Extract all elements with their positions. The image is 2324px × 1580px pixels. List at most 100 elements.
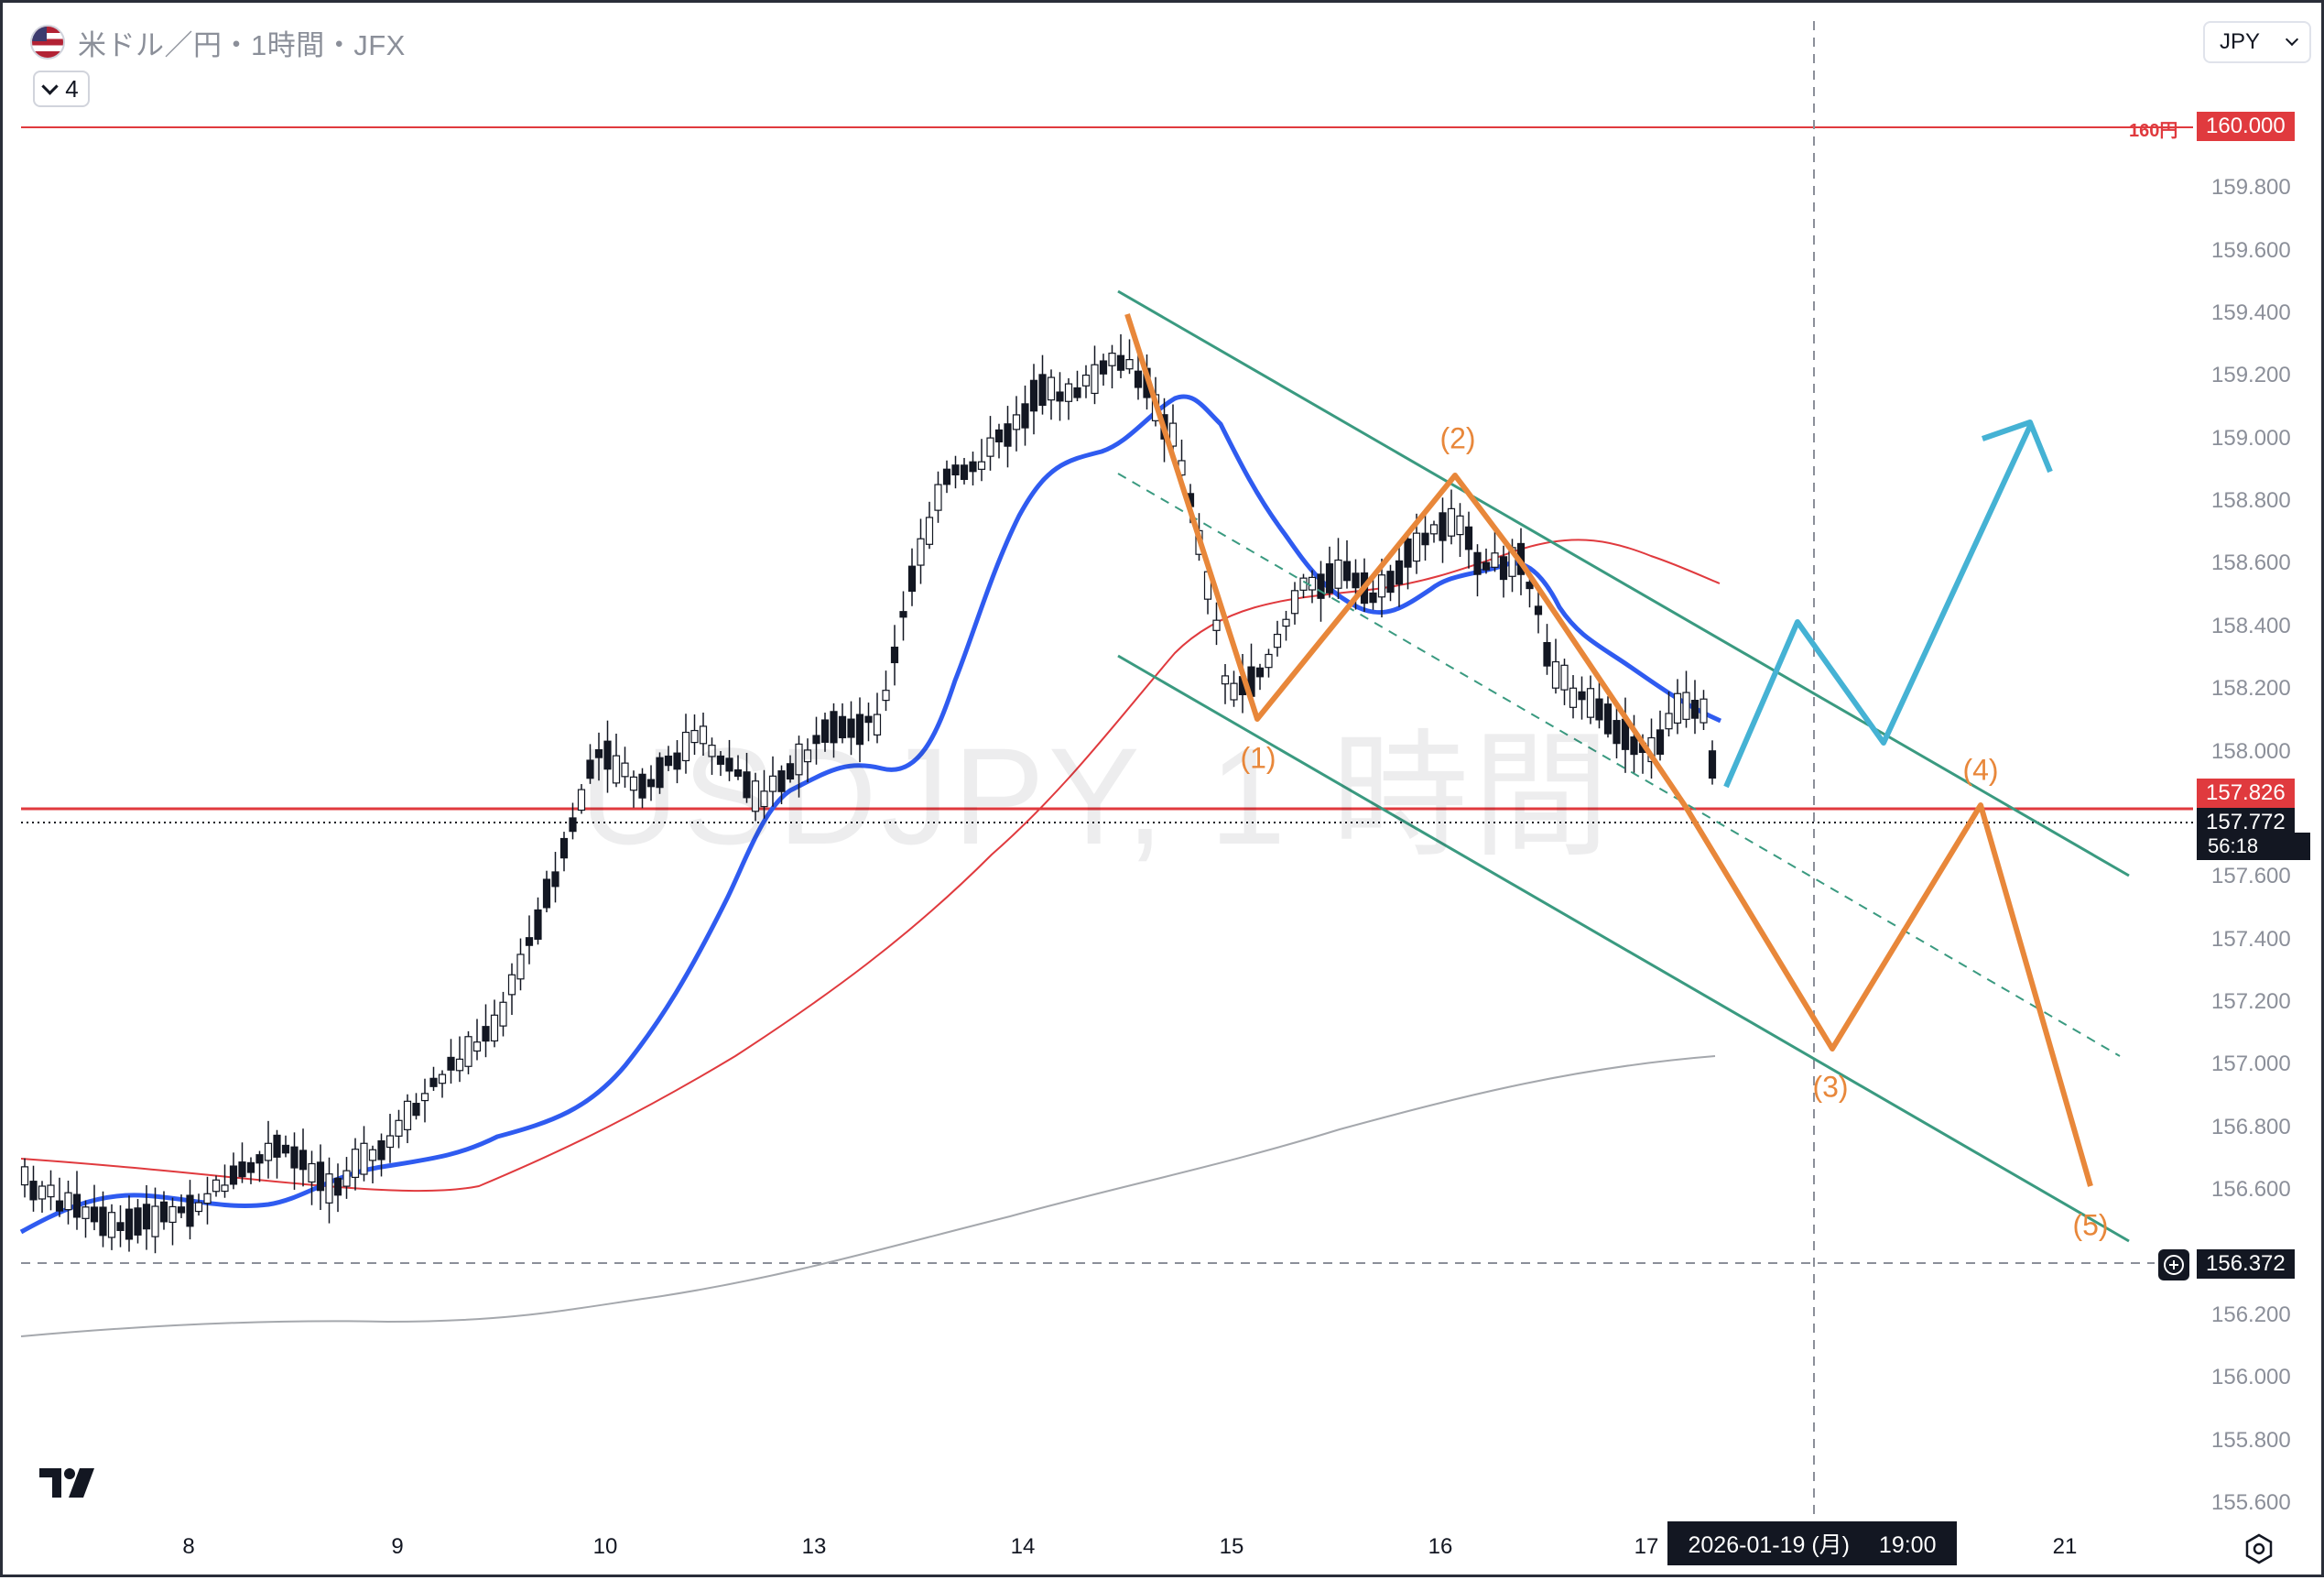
price-chart[interactable] <box>3 3 2324 1580</box>
price-tick-label: 156.000 <box>2211 1365 2291 1390</box>
candle-body <box>838 715 847 739</box>
candle-body <box>177 1206 186 1214</box>
wave-label-3[interactable]: (3) <box>1812 1070 1849 1104</box>
candle-body <box>847 718 855 738</box>
candle-body <box>1421 532 1429 546</box>
candle-body <box>1377 574 1386 598</box>
price-tick-label: 159.600 <box>2211 237 2291 263</box>
time-axis-label: 14 <box>1010 1534 1036 1559</box>
candle-body <box>142 1204 151 1230</box>
candle-body <box>125 1208 134 1240</box>
indicator-count: 4 <box>65 74 79 103</box>
chevron-down-icon <box>41 77 59 95</box>
candle-body <box>733 768 743 777</box>
candle-body <box>20 1166 29 1186</box>
indicator-toggle-button[interactable]: 4 <box>33 71 90 107</box>
channel-upper-line[interactable] <box>1117 289 2130 877</box>
candle-body <box>246 1161 255 1173</box>
candle-body <box>1369 592 1377 604</box>
candle-body <box>890 646 899 664</box>
candle-body <box>594 749 603 758</box>
candle-body <box>47 1184 55 1198</box>
candle-body <box>1108 353 1116 366</box>
candle-body <box>699 725 708 745</box>
wave-label-5[interactable]: (5) <box>2072 1208 2109 1242</box>
candle-body <box>212 1179 221 1193</box>
price-tick-label: 157.400 <box>2211 926 2291 952</box>
candle-body <box>264 1142 273 1161</box>
wave-label-4[interactable]: (4) <box>1962 753 1999 787</box>
candle-body <box>716 755 725 765</box>
candle-body <box>777 770 786 792</box>
candle-body <box>1578 691 1586 701</box>
candle-body <box>1317 573 1325 599</box>
candle-body <box>38 1185 47 1200</box>
candle-body <box>830 711 838 744</box>
candle-body <box>472 1041 482 1052</box>
candle-body <box>1012 414 1021 430</box>
wave-label-2[interactable]: (2) <box>1439 421 1476 455</box>
candle-body <box>490 1014 499 1042</box>
candle-body <box>942 468 951 485</box>
wave-label-1[interactable]: (1) <box>1240 741 1276 775</box>
candle-body <box>1004 423 1012 447</box>
time-axis-label: 9 <box>391 1534 404 1559</box>
add-alert-plus-icon[interactable] <box>2158 1249 2189 1280</box>
time-axis-label: 8 <box>182 1534 195 1559</box>
candle-body <box>725 757 733 772</box>
candle-body <box>577 789 586 812</box>
tradingview-logo-icon[interactable] <box>39 1466 98 1499</box>
candle-body <box>1290 590 1299 615</box>
candle-body <box>429 1077 438 1087</box>
candle-body <box>290 1146 299 1169</box>
candle-body <box>559 837 569 859</box>
candle-body <box>316 1161 325 1192</box>
symbol-title[interactable]: 米ドル／円・1時間・JFX <box>78 28 406 61</box>
candle-body <box>221 1184 229 1193</box>
candle-body <box>803 749 812 763</box>
candle-body <box>986 437 994 457</box>
candle-body <box>64 1192 72 1211</box>
moving-average-short[interactable] <box>19 394 1721 1235</box>
current-price-box: 157.772 <box>2197 808 2295 837</box>
candle-body <box>1665 713 1673 730</box>
currency-select[interactable]: JPY <box>2203 21 2311 63</box>
candle-body <box>159 1201 168 1223</box>
candle-body <box>255 1154 264 1164</box>
symbol-header[interactable]: 米ドル／円・1時間・JFX <box>30 19 406 65</box>
candle-body <box>855 714 864 746</box>
price-tick-label: 156.800 <box>2211 1114 2291 1139</box>
bullish-scenario-path[interactable] <box>1723 424 2033 789</box>
elliott-wave-path[interactable] <box>1124 313 2093 1187</box>
candle-body <box>569 817 577 833</box>
candle-body <box>1116 354 1125 371</box>
channel-mid-line[interactable] <box>1117 473 2121 1057</box>
price-tick-label: 156.600 <box>2211 1177 2291 1203</box>
candle-body <box>194 1202 203 1213</box>
candle-body <box>1168 422 1178 447</box>
candle-body <box>1412 532 1421 562</box>
candle-body <box>951 464 960 476</box>
candle-body <box>1334 559 1342 589</box>
moving-average-long[interactable] <box>20 1055 1716 1337</box>
candle-body <box>534 909 542 940</box>
time-axis-label: 16 <box>1428 1534 1453 1559</box>
candle-body <box>99 1206 107 1237</box>
price-tick-label: 156.200 <box>2211 1302 2291 1327</box>
candle-body <box>760 790 768 808</box>
candle-body <box>81 1206 90 1219</box>
gear-icon[interactable] <box>2243 1532 2275 1565</box>
candle-body <box>743 771 751 799</box>
candle-body <box>1325 563 1334 594</box>
candle-body <box>542 878 551 909</box>
candle-body <box>907 565 917 593</box>
price-tick-label: 159.000 <box>2211 425 2291 451</box>
channel-lower-line[interactable] <box>1117 654 2130 1243</box>
candle-body <box>786 763 795 780</box>
candle-body <box>1308 576 1317 591</box>
bar-countdown: 56:18 <box>2197 833 2310 860</box>
candle-body <box>386 1135 395 1149</box>
candle-body <box>1569 687 1578 708</box>
candle-body <box>1081 374 1091 387</box>
candle-body <box>1682 692 1690 720</box>
